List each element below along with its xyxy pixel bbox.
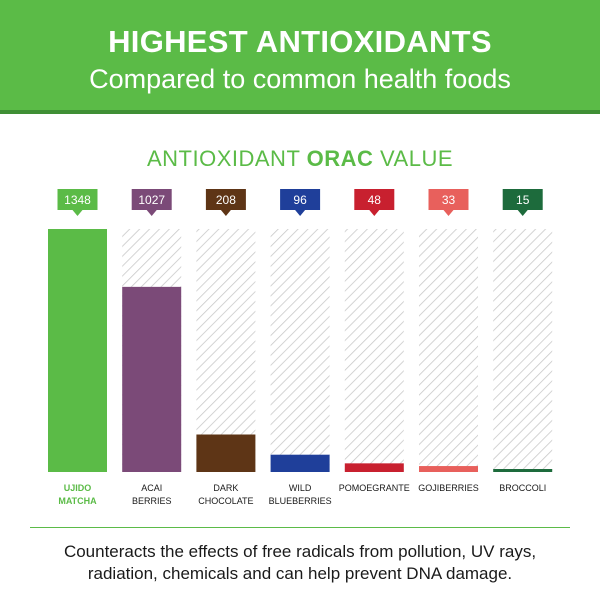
category-label: BLUEBERRIES xyxy=(269,496,332,506)
value-label: 48 xyxy=(368,193,382,207)
bar xyxy=(270,454,330,472)
value-badge xyxy=(131,189,172,216)
banner-subtitle: Compared to common health foods xyxy=(89,64,511,94)
bar-chart: 1348 UJIDO MATCHA 1027 ACAI BERRIES 208 DARK CHO… xyxy=(48,189,553,506)
footer-line-2: radiation, chemicals and can help preven… xyxy=(87,564,513,583)
category-label: WILD xyxy=(289,483,312,493)
bar xyxy=(48,229,107,472)
value-badge xyxy=(280,189,321,216)
bar xyxy=(122,286,182,472)
category-label: DARK xyxy=(213,483,238,493)
header-banner: HIGHEST ANTIOXIDANTS Compared to common … xyxy=(0,0,600,114)
category-label: POMOEGRANTE xyxy=(339,483,410,493)
bar xyxy=(419,466,478,472)
bar-background xyxy=(196,229,256,472)
bar xyxy=(344,463,404,472)
value-badge xyxy=(428,189,469,216)
value-label: 96 xyxy=(293,193,307,207)
category-label: CHOCOLATE xyxy=(198,496,253,506)
chart-title-suffix: VALUE xyxy=(373,146,454,171)
chart-title-bold: ORAC xyxy=(306,146,374,171)
category-label: BROCCOLI xyxy=(499,483,546,493)
category-label: BERRIES xyxy=(132,496,172,506)
chart-title-prefix: ANTIOXIDANT xyxy=(146,146,307,171)
bar xyxy=(196,434,256,472)
bar xyxy=(493,469,553,472)
banner-title: HIGHEST ANTIOXIDANTS xyxy=(108,24,492,59)
value-badge xyxy=(502,189,543,216)
chart-title: ANTIOXIDANT ORAC VALUE xyxy=(0,146,600,172)
bar-background xyxy=(493,229,553,472)
footer-text: Counteracts the effects of free radicals… xyxy=(20,541,580,585)
divider-line xyxy=(30,527,570,528)
value-label: 15 xyxy=(516,193,530,207)
value-badge xyxy=(205,189,246,216)
category-label: MATCHA xyxy=(58,496,97,506)
category-label: UJIDO xyxy=(64,483,92,493)
category-label: GOJIBERRIES xyxy=(418,483,479,493)
value-label: 33 xyxy=(442,193,456,207)
bar-background xyxy=(344,229,404,472)
value-label: 208 xyxy=(216,193,236,207)
value-label: 1027 xyxy=(138,193,165,207)
footer-line-1: Counteracts the effects of free radicals… xyxy=(63,542,537,561)
bar-background xyxy=(270,229,330,472)
category-label: ACAI xyxy=(141,483,162,493)
value-badge xyxy=(354,189,395,216)
value-label: 1348 xyxy=(64,193,91,207)
bar-background xyxy=(419,229,478,472)
value-badge xyxy=(57,189,98,216)
